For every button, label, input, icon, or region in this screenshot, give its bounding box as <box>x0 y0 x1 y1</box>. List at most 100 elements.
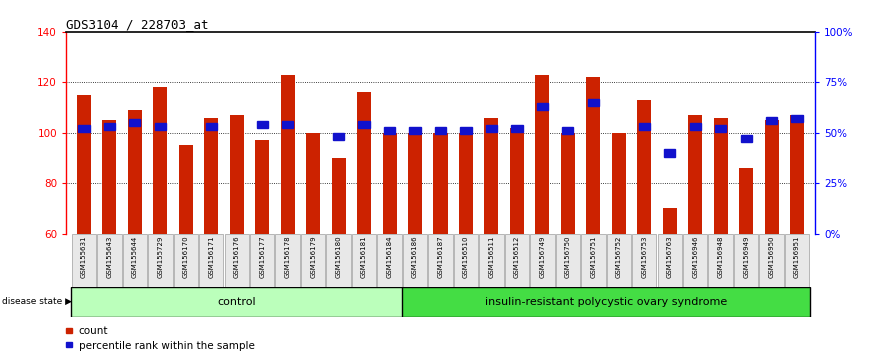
Bar <box>384 127 396 135</box>
Bar <box>174 234 198 289</box>
Bar <box>331 158 345 234</box>
Bar <box>664 149 676 156</box>
Bar <box>352 234 376 289</box>
Bar <box>588 99 599 106</box>
Bar <box>428 234 453 289</box>
Text: percentile rank within the sample: percentile rank within the sample <box>78 341 255 350</box>
Bar <box>306 133 320 234</box>
Text: GSM156951: GSM156951 <box>794 235 800 278</box>
Bar <box>708 234 733 289</box>
Text: GSM156180: GSM156180 <box>336 235 342 278</box>
Text: GDS3104 / 228703_at: GDS3104 / 228703_at <box>66 18 209 31</box>
Bar <box>276 234 300 289</box>
Text: GSM156177: GSM156177 <box>259 235 265 278</box>
Bar <box>637 100 651 234</box>
Bar <box>104 123 115 130</box>
Bar <box>225 234 249 289</box>
Bar <box>199 234 224 289</box>
Bar <box>78 125 90 132</box>
Bar <box>102 120 116 234</box>
Bar <box>433 133 448 234</box>
Text: GSM156176: GSM156176 <box>233 235 240 278</box>
Text: GSM156946: GSM156946 <box>692 235 699 278</box>
Bar <box>510 128 524 234</box>
Bar <box>301 234 325 289</box>
Text: GSM156512: GSM156512 <box>514 235 520 278</box>
Text: GSM156181: GSM156181 <box>361 235 367 278</box>
Bar <box>537 103 548 110</box>
Text: GSM156178: GSM156178 <box>285 235 291 278</box>
Bar <box>179 145 193 234</box>
Text: GSM156179: GSM156179 <box>310 235 316 278</box>
Bar <box>766 117 777 124</box>
Bar <box>359 121 370 128</box>
Text: control: control <box>218 297 256 307</box>
Bar <box>403 234 427 289</box>
Bar <box>122 234 147 289</box>
Text: GSM156950: GSM156950 <box>768 235 774 278</box>
Bar <box>281 75 294 234</box>
Bar <box>153 87 167 234</box>
Bar <box>561 133 575 234</box>
Bar <box>690 123 700 130</box>
Text: GSM156752: GSM156752 <box>616 235 622 278</box>
Bar <box>326 234 351 289</box>
Bar <box>714 118 728 234</box>
Bar <box>639 123 650 130</box>
Bar <box>282 121 293 128</box>
Text: insulin-resistant polycystic ovary syndrome: insulin-resistant polycystic ovary syndr… <box>485 297 727 307</box>
Bar <box>562 127 574 135</box>
Bar <box>77 95 91 234</box>
Bar <box>205 123 217 130</box>
Bar <box>255 140 270 234</box>
Bar <box>581 234 605 289</box>
Text: GSM156749: GSM156749 <box>539 235 545 278</box>
Bar <box>536 75 550 234</box>
Bar <box>408 133 422 234</box>
Text: GSM156510: GSM156510 <box>463 235 469 278</box>
Text: GSM156949: GSM156949 <box>744 235 749 278</box>
Bar <box>734 234 759 289</box>
Bar <box>479 234 504 289</box>
Text: GSM155631: GSM155631 <box>81 235 87 278</box>
Bar <box>435 127 446 135</box>
Bar <box>461 127 471 135</box>
Bar <box>155 123 166 130</box>
Bar <box>791 115 803 122</box>
Bar <box>148 234 173 289</box>
Bar <box>230 115 244 234</box>
Bar <box>382 133 396 234</box>
Bar <box>607 234 631 289</box>
Bar <box>459 133 473 234</box>
Bar <box>530 234 555 289</box>
Text: GSM156753: GSM156753 <box>641 235 648 278</box>
Bar <box>357 92 371 234</box>
Text: count: count <box>78 326 108 336</box>
Text: GSM156171: GSM156171 <box>208 235 214 278</box>
Bar <box>511 125 522 132</box>
Text: GSM156750: GSM156750 <box>565 235 571 278</box>
Text: GSM155729: GSM155729 <box>158 235 163 278</box>
Bar <box>250 234 274 289</box>
Bar <box>377 234 402 289</box>
Bar <box>683 234 707 289</box>
Text: GSM155644: GSM155644 <box>132 235 137 278</box>
Bar <box>71 287 403 317</box>
Bar <box>333 133 344 141</box>
Bar <box>485 125 497 132</box>
Bar <box>785 234 810 289</box>
Text: GSM156187: GSM156187 <box>438 235 443 278</box>
Bar <box>765 120 779 234</box>
Bar <box>741 135 751 142</box>
Bar <box>759 234 784 289</box>
Bar <box>632 234 656 289</box>
Bar <box>403 287 810 317</box>
Bar <box>790 115 804 234</box>
Bar <box>715 125 726 132</box>
Bar <box>97 234 122 289</box>
Text: GSM156763: GSM156763 <box>667 235 673 278</box>
Bar <box>688 115 702 234</box>
Text: GSM156170: GSM156170 <box>182 235 189 278</box>
Bar <box>204 118 218 234</box>
Text: GSM156186: GSM156186 <box>412 235 418 278</box>
